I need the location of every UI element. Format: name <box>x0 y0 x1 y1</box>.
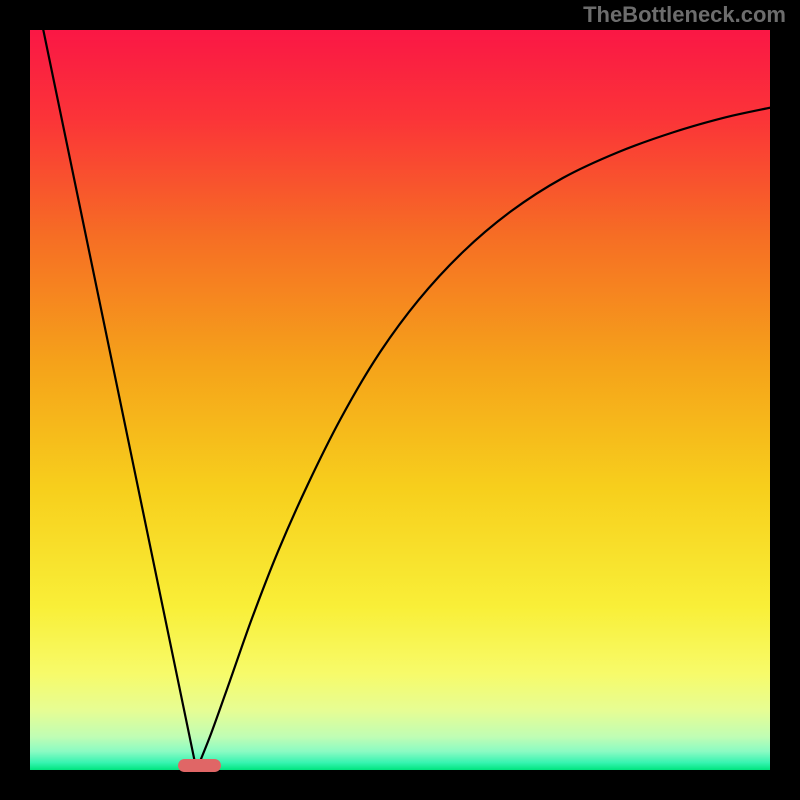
plot-svg <box>30 30 770 770</box>
plot-area <box>30 30 770 770</box>
bottleneck-marker <box>178 759 221 772</box>
chart-container: TheBottleneck.com <box>0 0 800 800</box>
watermark-text: TheBottleneck.com <box>583 2 786 28</box>
